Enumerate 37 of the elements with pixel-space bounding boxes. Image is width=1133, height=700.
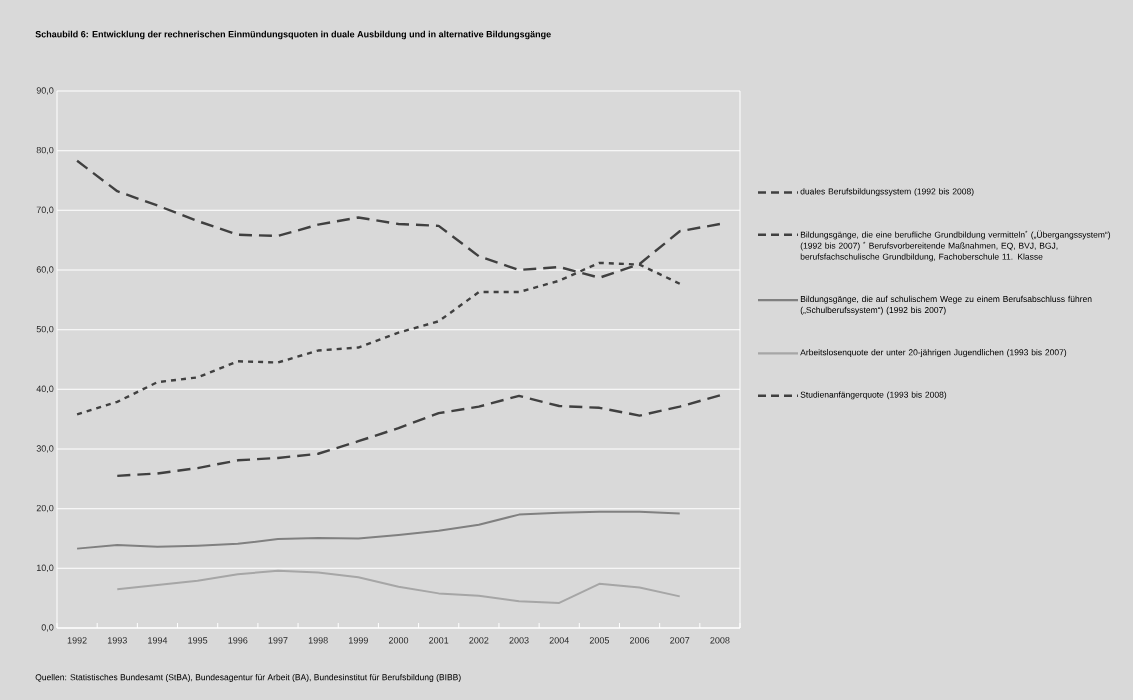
x-tick-label: 1999 bbox=[349, 637, 368, 644]
legend-label: Bildungsgänge, die auf schulischem Wege zu einem Berufsabschluss führen („Schulberufssystem“) (1992 bis 2007) bbox=[800, 295, 1092, 315]
x-tick-label: 1993 bbox=[107, 637, 127, 644]
chart-title: Schaubild 6: Entwicklung der rechnerischen Einmündungsquoten in duale Ausbildung und in alternative Bildungsgänge bbox=[35, 30, 551, 40]
x-tick-label: 1992 bbox=[67, 637, 87, 644]
legend-label: duales Berufsbildungssystem (1992 bis 2008) bbox=[800, 188, 974, 197]
line-series bbox=[116, 569, 681, 604]
legend-label: Arbeitslosenquote der unter 20-jährigen Jugendlichen (1993 bis 2007) bbox=[800, 349, 1067, 358]
x-tick-label: 2000 bbox=[388, 637, 409, 644]
x-tick-label: 2005 bbox=[589, 637, 610, 644]
y-tick-label: 70,0 bbox=[36, 206, 54, 215]
legend-label: Studienanfängerquote (1993 bis 2008) bbox=[800, 391, 947, 400]
y-tick-label: 10,0 bbox=[36, 564, 54, 573]
y-tick-label: 30,0 bbox=[36, 445, 54, 453]
x-tick-label: 2001 bbox=[429, 637, 449, 644]
x-tick-label: 2002 bbox=[469, 637, 489, 644]
x-tick-label: 2007 bbox=[670, 637, 690, 644]
x-tick-label: 1997 bbox=[268, 637, 288, 644]
x-tick-label: 2003 bbox=[509, 637, 529, 644]
x-tick-label: 1998 bbox=[308, 637, 328, 644]
y-tick-label: 20,0 bbox=[36, 504, 54, 513]
line-series bbox=[116, 394, 722, 478]
x-tick-label: 1994 bbox=[148, 637, 168, 644]
text: Bildungsgänge, die eine berufliche Grundbildung vermitteln$^{*}$ („Übergangssystem“) (1992 bis 2007) $^{*}$ Berufsvorbereitende Maßnahmen, EQ, BVJ, BGJ, berufsfachschulische Grundbildung, Fachoberschule 11. Klasse bbox=[800, 230, 1111, 262]
x-tick-label: 2008 bbox=[710, 637, 730, 644]
y-tick-label: 50,0 bbox=[36, 325, 54, 334]
y-tick-label: 60,0 bbox=[36, 266, 54, 274]
y-tick-label: 90,0 bbox=[36, 87, 54, 95]
y-tick-label: 80,0 bbox=[36, 146, 54, 155]
x-tick-label: 2004 bbox=[549, 637, 569, 644]
line-series bbox=[76, 510, 681, 550]
y-tick-label: 0,0 bbox=[41, 624, 54, 632]
x-tick-label: 1995 bbox=[188, 637, 208, 644]
x-tick-label: 2006 bbox=[630, 637, 650, 644]
y-tick-label: 40,0 bbox=[36, 385, 54, 394]
source-note: Quellen: Statistisches Bundesamt (StBA), Bundesagentur für Arbeit (BA), Bundesinstitut für Berufsbildung (BIBB) bbox=[35, 674, 461, 682]
x-tick-label: 1996 bbox=[228, 637, 248, 644]
